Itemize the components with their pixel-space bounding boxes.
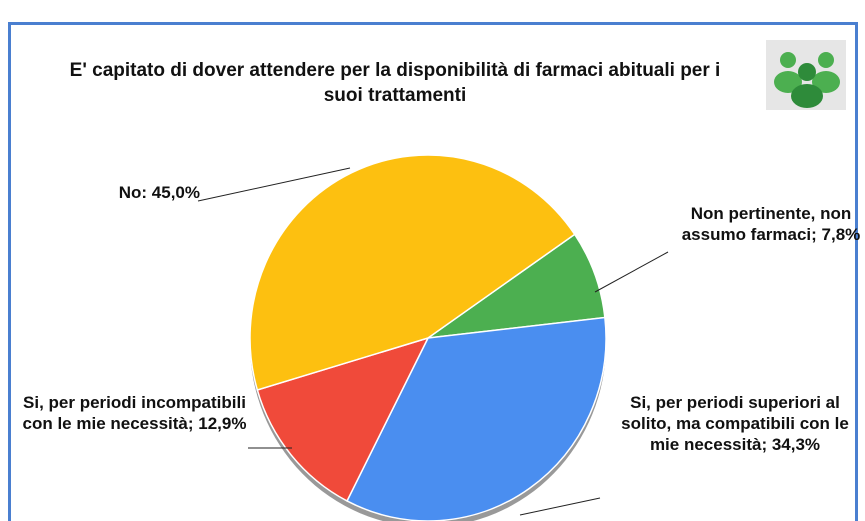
- chart-title: E' capitato di dover attendere per la di…: [69, 60, 721, 106]
- slice-label: Si, per periodi incompatibili con le mie…: [22, 393, 247, 433]
- slice-label: Si, per periodi superiori al solito, ma …: [621, 393, 849, 454]
- slice-label: Non pertinente, non assumo farmaci; 7,8%: [681, 204, 861, 244]
- leader-lines: [197, 167, 669, 516]
- pie-slice: [249, 154, 576, 391]
- pie-slice: [256, 336, 430, 502]
- pie-slice: [346, 316, 607, 521]
- people-icon: [766, 40, 846, 110]
- slice-label: No: 45,0%: [118, 183, 200, 202]
